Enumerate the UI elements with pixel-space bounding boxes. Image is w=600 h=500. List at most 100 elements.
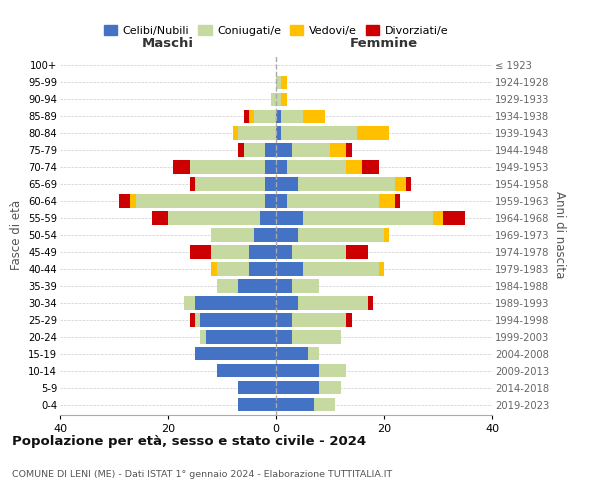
Bar bbox=[276, 194, 287, 207]
Bar bbox=[276, 262, 303, 276]
Bar bbox=[346, 160, 362, 173]
Bar bbox=[281, 110, 303, 123]
Bar bbox=[217, 262, 249, 276]
Bar bbox=[379, 194, 395, 207]
Bar bbox=[195, 178, 265, 190]
Bar bbox=[276, 330, 292, 344]
Bar bbox=[298, 228, 384, 241]
Bar bbox=[200, 314, 276, 326]
Bar bbox=[298, 178, 395, 190]
Bar bbox=[260, 212, 276, 224]
Bar bbox=[276, 381, 319, 394]
Bar bbox=[287, 194, 379, 207]
Bar bbox=[276, 212, 303, 224]
Bar bbox=[190, 178, 195, 190]
Bar bbox=[346, 246, 368, 258]
Bar bbox=[152, 212, 168, 224]
Bar bbox=[276, 398, 314, 411]
Text: COMUNE DI LENI (ME) - Dati ISTAT 1° gennaio 2024 - Elaborazione TUTTITALIA.IT: COMUNE DI LENI (ME) - Dati ISTAT 1° genn… bbox=[12, 470, 392, 479]
Bar bbox=[292, 246, 346, 258]
Bar bbox=[303, 212, 433, 224]
Bar bbox=[276, 228, 298, 241]
Bar bbox=[265, 160, 276, 173]
Bar bbox=[292, 280, 319, 292]
Y-axis label: Fasce di età: Fasce di età bbox=[10, 200, 23, 270]
Bar bbox=[254, 228, 276, 241]
Bar bbox=[119, 194, 130, 207]
Bar bbox=[298, 296, 368, 310]
Bar bbox=[265, 144, 276, 156]
Bar bbox=[395, 194, 400, 207]
Bar bbox=[276, 110, 281, 123]
Bar bbox=[443, 212, 465, 224]
Bar bbox=[276, 144, 292, 156]
Bar bbox=[292, 314, 346, 326]
Bar bbox=[276, 178, 298, 190]
Legend: Celibi/Nubili, Coniugati/e, Vedovi/e, Divorziati/e: Celibi/Nubili, Coniugati/e, Vedovi/e, Di… bbox=[100, 20, 452, 40]
Bar bbox=[195, 347, 276, 360]
Bar bbox=[190, 246, 211, 258]
Bar bbox=[249, 110, 254, 123]
Bar bbox=[168, 212, 260, 224]
Bar bbox=[281, 92, 287, 106]
Bar bbox=[249, 262, 276, 276]
Bar bbox=[211, 262, 217, 276]
Bar bbox=[276, 76, 281, 89]
Bar bbox=[406, 178, 411, 190]
Bar bbox=[190, 314, 195, 326]
Bar bbox=[195, 296, 276, 310]
Bar bbox=[271, 92, 276, 106]
Bar bbox=[195, 314, 200, 326]
Bar bbox=[276, 314, 292, 326]
Text: Femmine: Femmine bbox=[350, 37, 418, 50]
Bar bbox=[173, 160, 190, 173]
Bar bbox=[276, 160, 287, 173]
Bar bbox=[276, 246, 292, 258]
Bar bbox=[292, 144, 330, 156]
Bar bbox=[368, 296, 373, 310]
Bar bbox=[238, 144, 244, 156]
Bar bbox=[244, 110, 249, 123]
Bar bbox=[254, 110, 276, 123]
Bar bbox=[238, 381, 276, 394]
Bar bbox=[265, 178, 276, 190]
Bar bbox=[319, 381, 341, 394]
Bar bbox=[362, 160, 379, 173]
Bar bbox=[206, 330, 276, 344]
Bar bbox=[211, 246, 249, 258]
Bar bbox=[244, 144, 265, 156]
Bar bbox=[276, 364, 319, 378]
Bar bbox=[281, 126, 357, 140]
Bar bbox=[303, 110, 325, 123]
Bar bbox=[136, 194, 265, 207]
Y-axis label: Anni di nascita: Anni di nascita bbox=[553, 192, 566, 278]
Bar bbox=[314, 398, 335, 411]
Bar bbox=[346, 144, 352, 156]
Bar bbox=[238, 126, 276, 140]
Bar bbox=[287, 160, 346, 173]
Bar bbox=[276, 280, 292, 292]
Bar bbox=[319, 364, 346, 378]
Bar bbox=[249, 246, 276, 258]
Bar bbox=[395, 178, 406, 190]
Bar bbox=[276, 92, 281, 106]
Bar bbox=[346, 314, 352, 326]
Bar bbox=[292, 330, 341, 344]
Bar bbox=[357, 126, 389, 140]
Bar bbox=[433, 212, 443, 224]
Bar bbox=[281, 76, 287, 89]
Bar bbox=[190, 160, 265, 173]
Bar bbox=[330, 144, 346, 156]
Bar bbox=[217, 280, 238, 292]
Bar bbox=[238, 280, 276, 292]
Bar bbox=[184, 296, 195, 310]
Bar bbox=[308, 347, 319, 360]
Bar bbox=[217, 364, 276, 378]
Bar bbox=[276, 126, 281, 140]
Bar bbox=[276, 347, 308, 360]
Bar bbox=[238, 398, 276, 411]
Bar bbox=[265, 194, 276, 207]
Bar bbox=[379, 262, 384, 276]
Text: Maschi: Maschi bbox=[142, 37, 194, 50]
Bar bbox=[211, 228, 254, 241]
